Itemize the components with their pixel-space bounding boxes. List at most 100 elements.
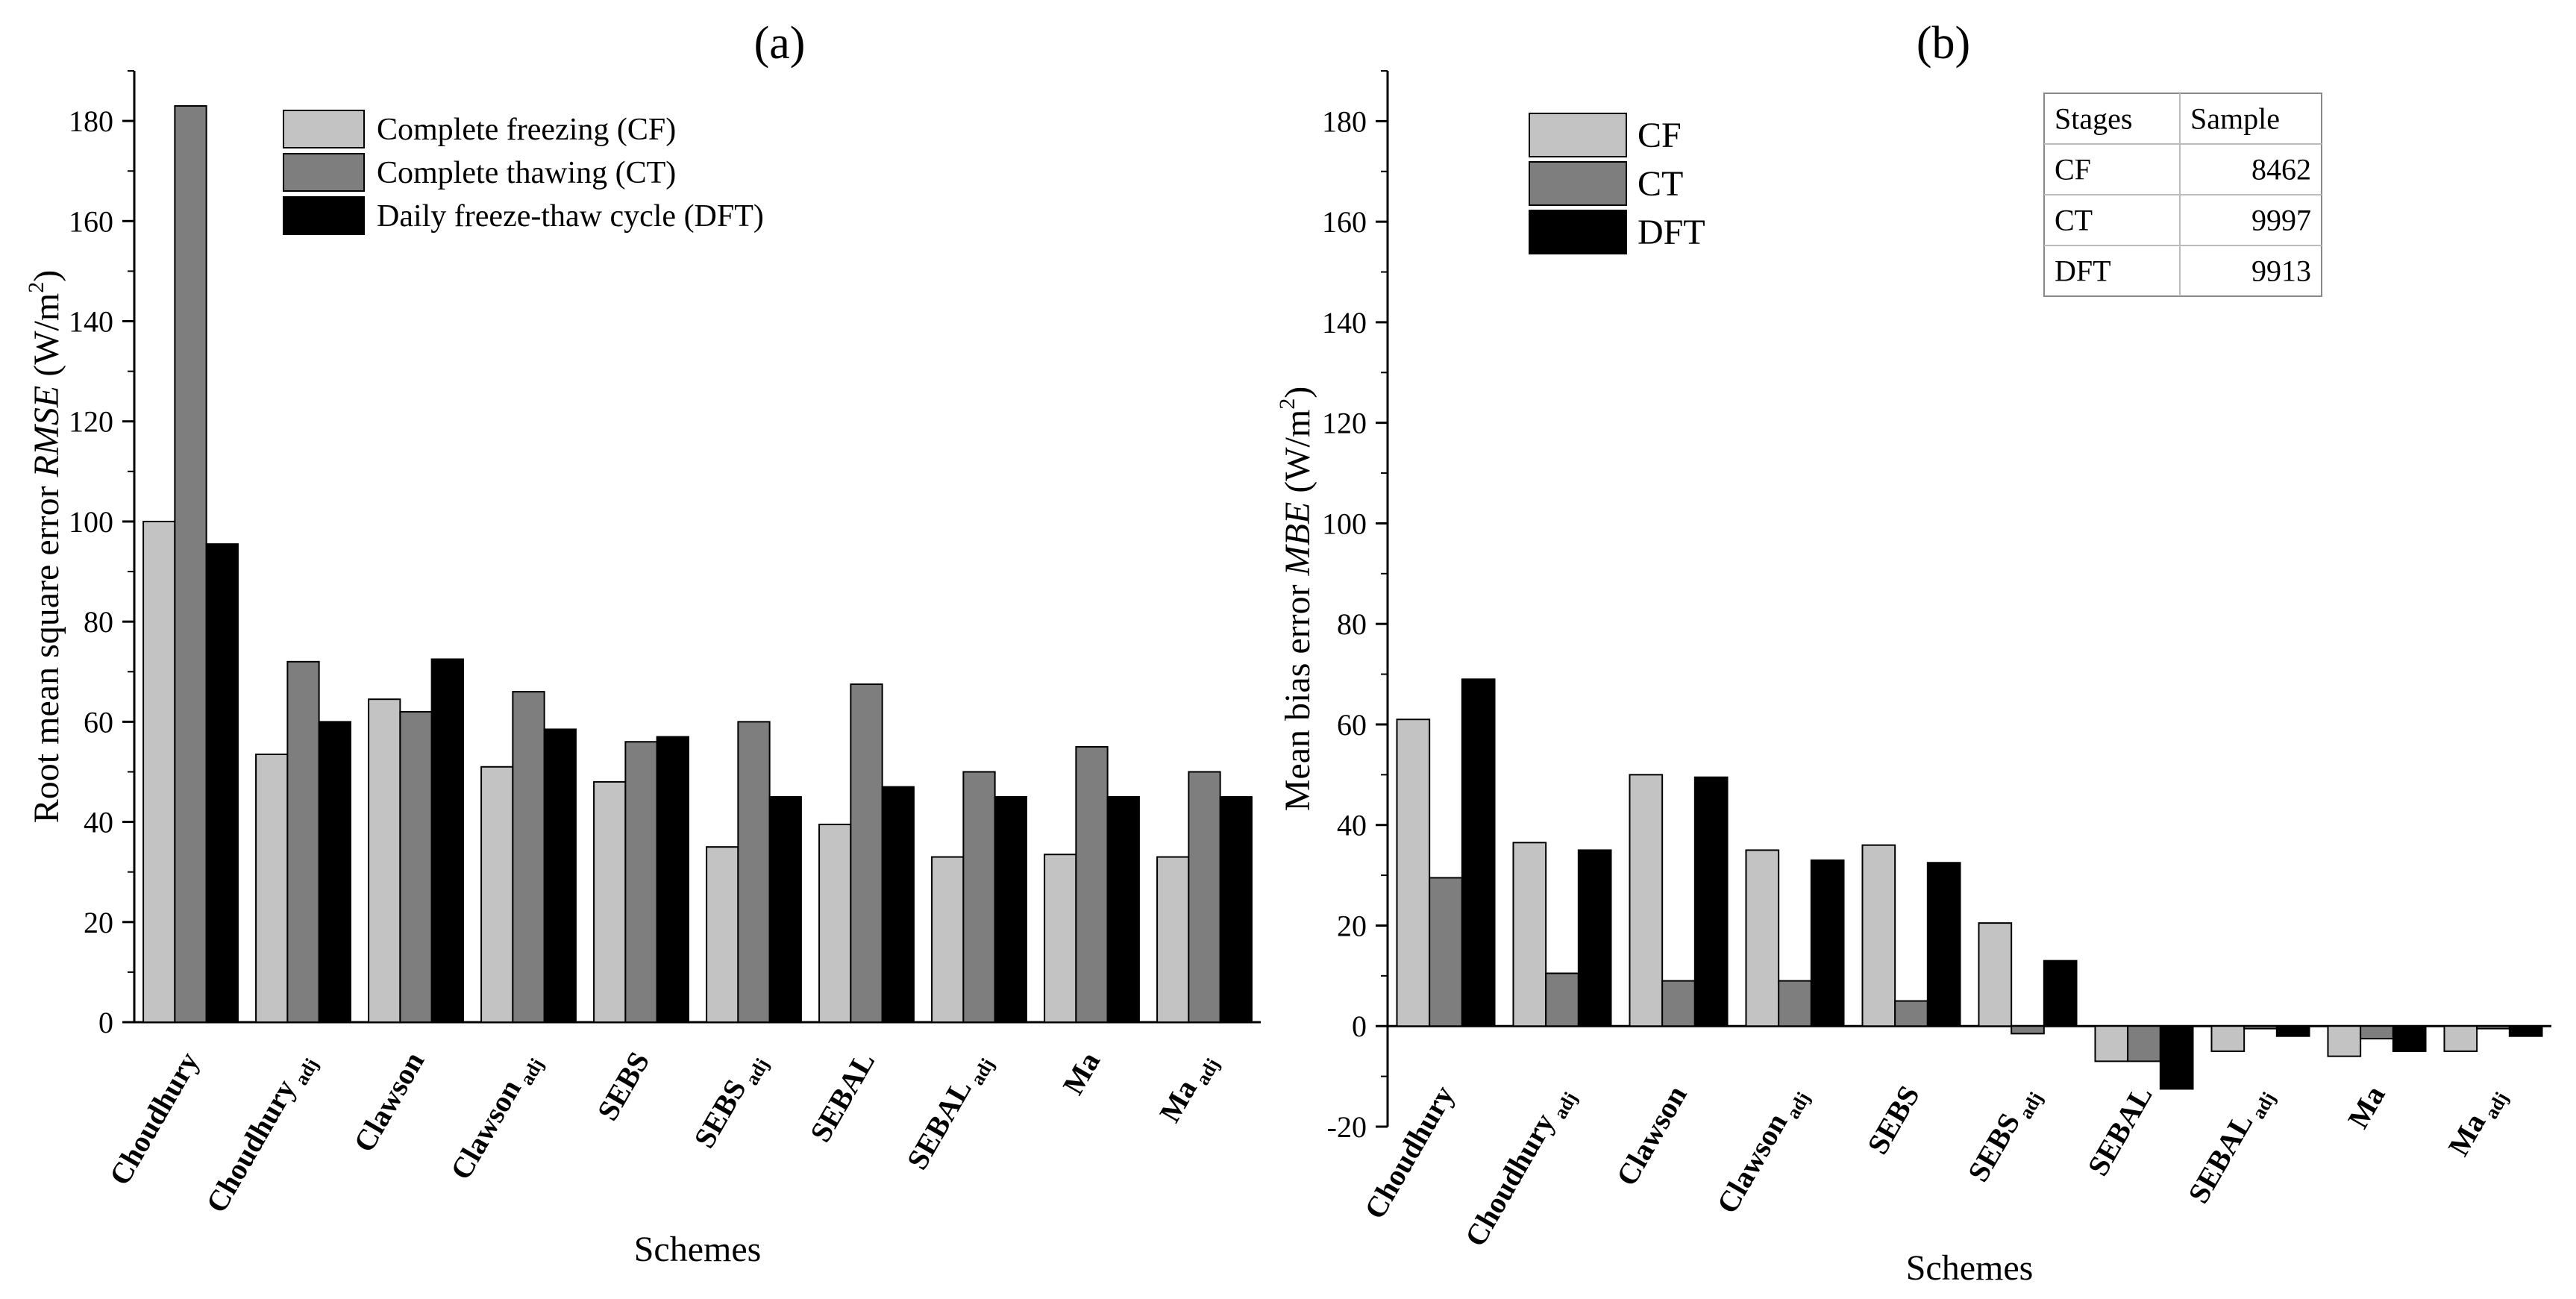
bar-dft — [1926, 862, 1961, 1027]
legend: Complete freezing (CF) Complete thawing (… — [283, 110, 764, 235]
bar-dft — [2392, 1025, 2427, 1052]
bar-cf — [931, 856, 965, 1023]
bar-ct — [1075, 745, 1109, 1024]
bar-cf — [1396, 719, 1431, 1027]
bar-dft — [543, 728, 577, 1023]
x-tick-label: SEBS — [590, 1046, 656, 1126]
bar-dft — [1461, 678, 1496, 1027]
bar-dft — [2508, 1025, 2543, 1037]
x-axis-title: Schemes — [1906, 1248, 2034, 1288]
x-tick-label: Ma — [2341, 1080, 2392, 1134]
bar-dft — [768, 796, 802, 1024]
bar-dft — [881, 786, 915, 1023]
y-tick-label: 180 — [1322, 104, 1367, 138]
bar-cf — [1044, 854, 1077, 1024]
x-tick-label: Choudhury — [102, 1046, 205, 1191]
bar-dft — [1219, 796, 1253, 1024]
legend-label: CF — [1638, 116, 1682, 155]
legend-label: CT — [1638, 164, 1683, 204]
panel-label: (a) — [754, 18, 806, 69]
panel-label: (b) — [1917, 18, 1970, 69]
x-tick-label: SEBAL adj — [900, 1046, 998, 1178]
bar-cf — [2094, 1025, 2129, 1062]
bar-cf — [255, 753, 289, 1023]
bar-dft — [318, 721, 351, 1023]
y-tick-label: 80 — [1337, 607, 1367, 641]
y-tick-label: 140 — [69, 305, 113, 339]
bar-ct — [1188, 771, 1221, 1023]
bar-dft — [2159, 1025, 2194, 1090]
bar-ct — [174, 104, 207, 1024]
bar-ct — [2127, 1025, 2161, 1062]
bar-ct — [2360, 1025, 2394, 1040]
bar-dft — [656, 736, 689, 1023]
x-tick-label: Choudhury adj — [1458, 1080, 1582, 1254]
sample-table: Stages Sample CF 8462 CT 9997 DFT 9913 — [2043, 93, 2322, 297]
bar-ct — [1778, 980, 1812, 1027]
y-tick-label: -20 — [1327, 1110, 1367, 1144]
x-tick-label: Clawson — [1609, 1080, 1693, 1192]
bar-cf — [1978, 922, 2013, 1027]
y-tick-label: 40 — [1337, 809, 1367, 842]
bar-cf — [706, 846, 739, 1024]
y-axis-title: Mean bias error MBE (W/m2) — [1275, 386, 1317, 811]
y-tick-label: 60 — [1337, 708, 1367, 742]
bar-dft — [1810, 859, 1845, 1027]
y-tick-label: 160 — [69, 204, 113, 238]
bar-cf — [1745, 849, 1780, 1027]
bar-ct — [1545, 972, 1579, 1027]
bar-cf — [2210, 1025, 2246, 1052]
y-tick-label: 60 — [84, 705, 113, 739]
legend-swatch-ct — [1529, 161, 1627, 206]
y-axis-title: Root mean square error RMSE (W/m2) — [24, 270, 66, 823]
bar-ct — [962, 771, 996, 1023]
x-tick-label: Clawson — [347, 1046, 430, 1158]
x-tick-label: SEBS — [1861, 1080, 1926, 1159]
bar-cf — [2327, 1025, 2362, 1057]
legend-label: Complete thawing (CT) — [377, 156, 676, 190]
y-tick-label: 80 — [84, 605, 113, 639]
bar-ct — [850, 683, 883, 1024]
legend: CF CT DFT — [1529, 113, 1705, 254]
bar-dft — [430, 658, 464, 1023]
y-tick-label: 0 — [1352, 1010, 1367, 1043]
y-tick-label: 40 — [84, 806, 113, 839]
chart-panel-b: (b)-20020406080100120140160180ChoudhuryC… — [1275, 18, 2551, 1288]
x-tick-label: Choudhury — [1358, 1080, 1461, 1224]
bar-ct — [737, 721, 771, 1023]
bar-dft — [1577, 849, 1612, 1027]
bar-dft — [994, 796, 1027, 1024]
table-cell: 9997 — [2251, 204, 2311, 237]
bar-cf — [142, 520, 176, 1023]
bar-ct — [1894, 1000, 1928, 1027]
y-tick-label: 20 — [1337, 909, 1367, 942]
bar-ct — [1429, 877, 1463, 1027]
y-tick-label: 100 — [1322, 507, 1367, 540]
x-tick-label: Clawson adj — [1710, 1080, 1814, 1221]
legend-swatch-ct — [283, 153, 365, 192]
legend-label: Complete freezing (CF) — [377, 113, 676, 147]
bar-ct — [399, 710, 433, 1024]
bar-cf — [593, 780, 627, 1024]
bar-cf — [368, 698, 401, 1024]
bar-dft — [205, 543, 239, 1023]
bar-cf — [2443, 1025, 2478, 1052]
bar-cf — [1629, 774, 1664, 1027]
y-tick-label: 180 — [69, 104, 113, 138]
bar-ct — [512, 691, 545, 1024]
bar-ct — [2011, 1025, 2045, 1035]
bar-cf — [1156, 856, 1190, 1023]
table-cell: 8462 — [2251, 153, 2311, 187]
bar-ct — [286, 660, 320, 1023]
table-cell: DFT — [2055, 254, 2111, 288]
bar-cf — [1861, 844, 1896, 1027]
bar-dft — [2043, 960, 2078, 1027]
x-tick-label: SEBAL — [803, 1046, 882, 1148]
x-tick-label: SEBS adj — [687, 1046, 773, 1156]
bar-ct — [2243, 1025, 2278, 1030]
y-tick-label: 0 — [98, 1006, 113, 1039]
table-cell: CT — [2055, 204, 2093, 237]
bar-dft — [2275, 1025, 2310, 1037]
legend-swatch-dft — [1529, 210, 1627, 254]
